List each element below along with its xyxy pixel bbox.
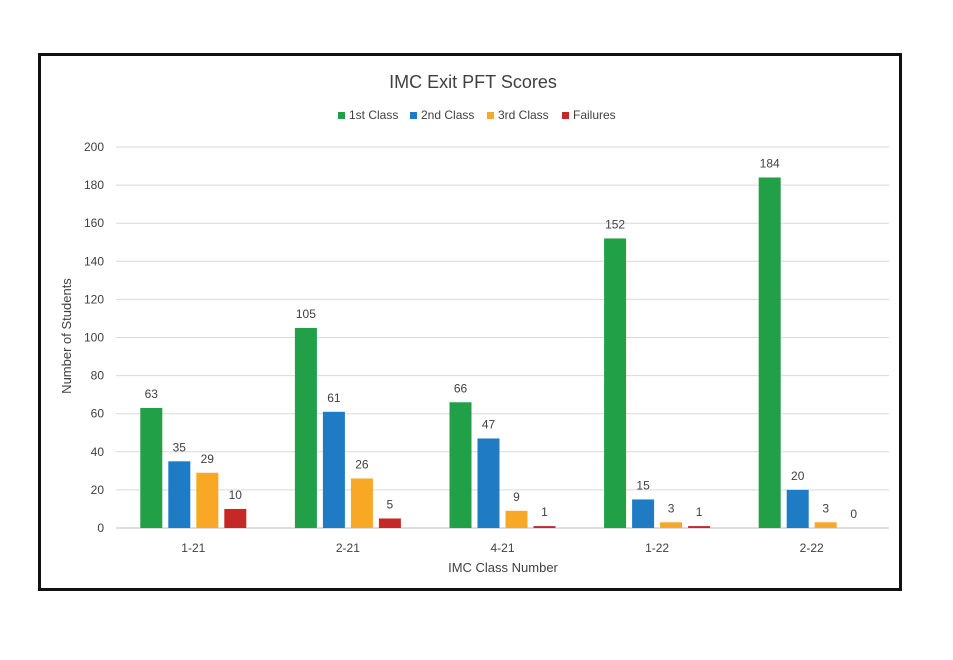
data-label: 26: [355, 457, 369, 471]
bar: [786, 489, 809, 528]
x-axis-ticks: 1-21 2-21 4-21 1-22 2-22: [181, 541, 824, 555]
y-tick-label: 200: [84, 140, 104, 154]
bar: [322, 411, 345, 528]
legend-label: 1st Class: [349, 108, 398, 122]
legend-label: 2nd Class: [421, 108, 474, 122]
bar: [224, 508, 247, 528]
bar: [140, 407, 163, 528]
y-tick-label: 20: [91, 483, 105, 497]
bar: [168, 461, 191, 528]
bar: [758, 177, 781, 528]
bar: [505, 510, 528, 528]
data-label: 47: [482, 417, 496, 431]
data-label: 15: [636, 478, 650, 492]
bar: [294, 327, 317, 528]
y-tick-label: 120: [84, 292, 104, 306]
bar: [604, 238, 627, 528]
legend-label: 3rd Class: [498, 108, 549, 122]
bar: [632, 499, 655, 528]
data-label: 63: [145, 387, 159, 401]
data-label: 105: [296, 307, 316, 321]
bar: [449, 402, 472, 528]
y-axis-label: Number of Students: [59, 278, 74, 394]
bar: [814, 522, 837, 528]
y-tick-label: 0: [97, 521, 104, 535]
data-label: 10: [229, 488, 243, 502]
legend-swatch: [562, 112, 569, 119]
x-tick-label: 2-21: [336, 541, 360, 555]
bar: [533, 526, 556, 528]
bars: 63 35 29 10 105 61 26 5 66 47 9 1 152 15 3 1 184 20 3 0: [140, 156, 857, 528]
x-tick-label: 1-22: [645, 541, 669, 555]
bar: [660, 522, 683, 528]
legend-label: Failures: [573, 108, 616, 122]
data-label: 9: [513, 490, 520, 504]
legend-swatch: [338, 112, 345, 119]
data-label: 1: [696, 505, 703, 519]
data-label: 66: [454, 381, 468, 395]
data-label: 1: [541, 505, 548, 519]
chart-canvas: IMC Exit PFT Scores 1st Class 2nd Class 3r…: [59, 72, 889, 575]
bar: [196, 472, 219, 528]
y-axis-ticks: 0 20 40 60 80 100 120 140 160 180 200: [84, 140, 104, 535]
data-label: 152: [605, 217, 625, 231]
y-tick-label: 140: [84, 254, 104, 268]
bar: [477, 438, 500, 528]
y-tick-label: 160: [84, 216, 104, 230]
legend: 1st Class 2nd Class 3rd Class Failures: [338, 108, 616, 122]
chart-frame: IMC Exit PFT Scores 1st Class 2nd Class 3r…: [38, 53, 902, 591]
x-tick-label: 4-21: [490, 541, 514, 555]
data-label: 0: [850, 507, 857, 521]
x-tick-label: 2-22: [800, 541, 824, 555]
y-tick-label: 100: [84, 331, 104, 345]
data-label: 61: [327, 391, 341, 405]
chart-title: IMC Exit PFT Scores: [389, 72, 557, 92]
data-label: 20: [791, 469, 805, 483]
data-label: 3: [668, 501, 675, 515]
y-tick-label: 180: [84, 178, 104, 192]
legend-swatch: [487, 112, 494, 119]
y-tick-label: 80: [91, 369, 105, 383]
x-axis-label: IMC Class Number: [448, 560, 558, 575]
y-tick-label: 40: [91, 445, 105, 459]
x-tick-label: 1-21: [181, 541, 205, 555]
data-label: 184: [760, 156, 780, 170]
data-label: 35: [173, 440, 187, 454]
legend-swatch: [410, 112, 417, 119]
data-label: 29: [201, 452, 215, 466]
data-label: 3: [822, 501, 829, 515]
bar: [378, 518, 401, 528]
data-label: 5: [387, 497, 394, 511]
bar: [350, 478, 373, 528]
bar: [688, 526, 711, 528]
y-tick-label: 60: [91, 407, 105, 421]
